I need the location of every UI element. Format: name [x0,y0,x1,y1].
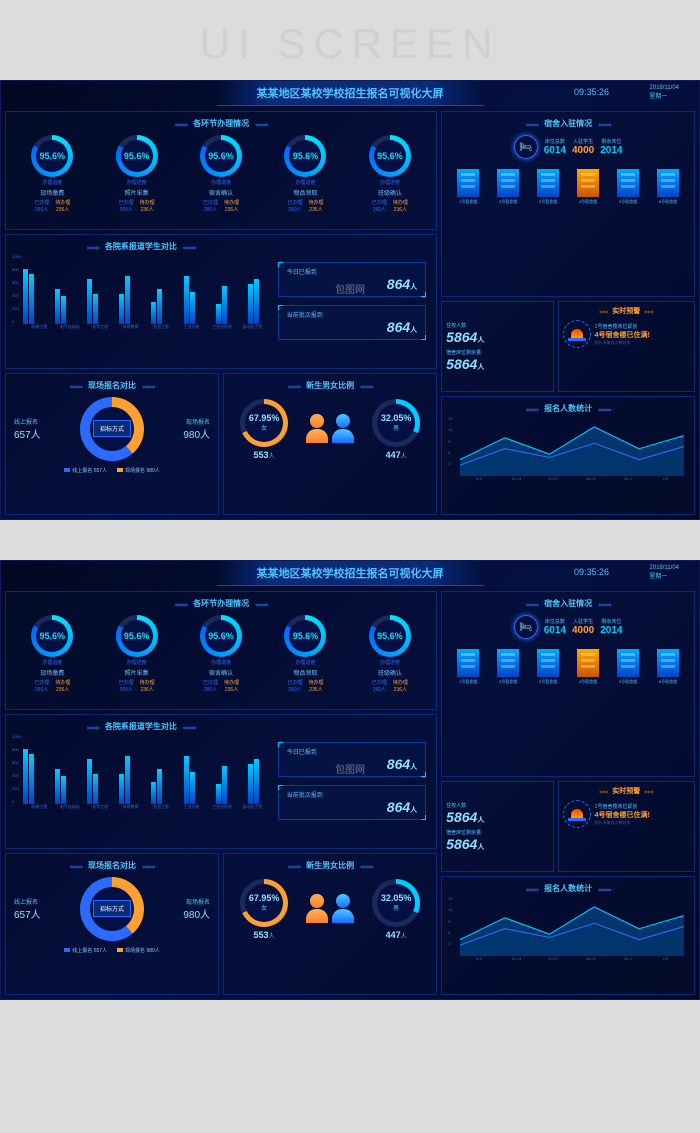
batch-stat: 当前批次报到 864人 [278,785,426,820]
header: 某某地区某校学校招生报名可视化大屏 09:35:26 2018/11/04星期一 [1,81,699,107]
donut-title: 现场报名对比 [10,378,214,393]
avatars-icon [304,414,356,444]
building-1: 2号宿舍楼 [497,649,519,685]
gender-title: 新生男女比例 [228,378,432,393]
female-gauge: 67.95% 女 [240,879,288,927]
residents-panel: 住校人数 5864人 宿舍床位剩余量 5864人 [441,781,553,872]
barchart-panel: 各院系报道学生对比 10008006004002000 机械工程电气自动化化学工… [5,714,437,849]
siren-icon [563,800,591,828]
building-2: 3号宿舍楼 [537,649,559,685]
gauges-title: 各环节办理情况 [10,116,432,131]
donut-legend: 线上报名 657人 现场报名 980人 [10,947,214,954]
gender-title: 新生男女比例 [228,858,432,873]
dorm-title: 宿舍入驻情况 [446,596,690,611]
page-title: 某某地区某校学校招生报名可视化大屏 [217,561,484,586]
building-0: 1号宿舍楼 [457,649,479,685]
barchart-panel: 各院系报道学生对比 10008006004002000 机械工程电气自动化化学工… [5,234,437,369]
gauge-0: 95.6% 办理进度 现场缴费 已办理260人 待办理236人 [12,615,92,693]
area-panel: 报名人数统计 1512963 6-910-1314-1718-2122-12-5 [441,876,695,995]
dashboard-top: 包图网 某某地区某校学校招生报名可视化大屏 09:35:26 2018/11/0… [0,80,700,520]
gauge-1: 95.6% 办理进度 照片采集 已办理260人 待办理236人 [97,135,177,213]
building-4: 5号宿舍楼 [617,169,639,205]
dorm-panel: 宿舍入驻情况 🛏 床位总数 6014 入驻学生 4000 剩余床位 2014 [441,591,695,777]
today-stat: 今日已报到 864人 [278,262,426,297]
donut-chart: 招标方式 [80,397,144,461]
donut-panel: 现场报名对比 线上报名 657人 招标方式 现场报名 980人 [5,853,219,995]
area-title: 报名人数统计 [446,401,690,416]
donut-legend: 线上报名 657人 现场报名 980人 [10,467,214,474]
area-chart [460,416,684,476]
gauge-3: 95.6% 办理进度 物品领取 已办理260人 待办理236人 [265,615,345,693]
bed-icon: 🛏 [514,135,538,159]
gauge-2: 95.6% 办理进度 宿舍确认 已办理260人 待办理236人 [181,615,261,693]
building-3: 4号宿舍楼 [577,169,599,205]
male-gauge: 32.05% 男 [372,879,420,927]
donut-title: 现场报名对比 [10,858,214,873]
building-2: 3号宿舍楼 [537,169,559,205]
alert-panel: 实时预警 1号宿舍楼床位紧张 4号宿舍楼已住满! 照片采集处人数较多 [558,301,695,392]
alert-title: 实时预警 [563,306,690,316]
gauges-panel: 各环节办理情况 95.6% 办理进度 现场缴费 已办理260人 待办理236人 … [5,111,437,230]
donut-chart: 招标方式 [80,877,144,941]
bed-icon: 🛏 [514,615,538,639]
female-gauge: 67.95% 女 [240,399,288,447]
building-0: 1号宿舍楼 [457,169,479,205]
online-stat: 线上报名 657人 [14,897,41,921]
gauge-4: 95.6% 办理进度 班级确认 已办理260人 待办理236人 [350,615,430,693]
gender-panel: 新生男女比例 67.95% 女 553人 [223,373,437,515]
header: 某某地区某校学校招生报名可视化大屏 09:35:26 2018/11/04星期一 [1,561,699,587]
siren-icon [563,320,591,348]
barchart-title: 各院系报道学生对比 [10,719,272,734]
avatars-icon [304,894,356,924]
area-panel: 报名人数统计 1512963 6-910-1314-1718-2122-12-5 [441,396,695,515]
clock: 09:35:26 [574,87,609,97]
residents-panel: 住校人数 5864人 宿舍床位剩余量 5864人 [441,301,553,392]
overlay-title: UI SCREEN [200,20,501,68]
gauge-3: 95.6% 办理进度 物品领取 已办理260人 待办理236人 [265,135,345,213]
dashboard-bottom: 包图网 某某地区某校学校招生报名可视化大屏 09:35:26 2018/11/0… [0,560,700,1000]
today-stat: 今日已报到 864人 [278,742,426,777]
gauge-4: 95.6% 办理进度 班级确认 已办理260人 待办理236人 [350,135,430,213]
dorm-panel: 宿舍入驻情况 🛏 床位总数 6014 入驻学生 4000 剩余床位 2014 [441,111,695,297]
area-title: 报名人数统计 [446,881,690,896]
alert-title: 实时预警 [563,786,690,796]
gauges-panel: 各环节办理情况 95.6% 办理进度 现场缴费 已办理260人 待办理236人 … [5,591,437,710]
onsite-stat: 现场报名 980人 [183,417,210,441]
onsite-stat: 现场报名 980人 [183,897,210,921]
building-1: 2号宿舍楼 [497,169,519,205]
date-display: 2018/11/04星期一 [649,85,679,100]
male-gauge: 32.05% 男 [372,399,420,447]
area-chart [460,896,684,956]
batch-stat: 当前批次报到 864人 [278,305,426,340]
alert-panel: 实时预警 1号宿舍楼床位紧张 4号宿舍楼已住满! 照片采集处人数较多 [558,781,695,872]
gauge-1: 95.6% 办理进度 照片采集 已办理260人 待办理236人 [97,615,177,693]
donut-panel: 现场报名对比 线上报名 657人 招标方式 现场报名 980人 [5,373,219,515]
dorm-title: 宿舍入驻情况 [446,116,690,131]
building-5: 6号宿舍楼 [657,169,679,205]
gauge-0: 95.6% 办理进度 现场缴费 已办理260人 待办理236人 [12,135,92,213]
building-3: 4号宿舍楼 [577,649,599,685]
page-title: 某某地区某校学校招生报名可视化大屏 [217,81,484,106]
date-display: 2018/11/04星期一 [649,565,679,580]
gender-panel: 新生男女比例 67.95% 女 553人 [223,853,437,995]
online-stat: 线上报名 657人 [14,417,41,441]
gauge-2: 95.6% 办理进度 宿舍确认 已办理260人 待办理236人 [181,135,261,213]
building-5: 6号宿舍楼 [657,649,679,685]
gauges-title: 各环节办理情况 [10,596,432,611]
building-4: 5号宿舍楼 [617,649,639,685]
barchart-title: 各院系报道学生对比 [10,239,272,254]
clock: 09:35:26 [574,567,609,577]
